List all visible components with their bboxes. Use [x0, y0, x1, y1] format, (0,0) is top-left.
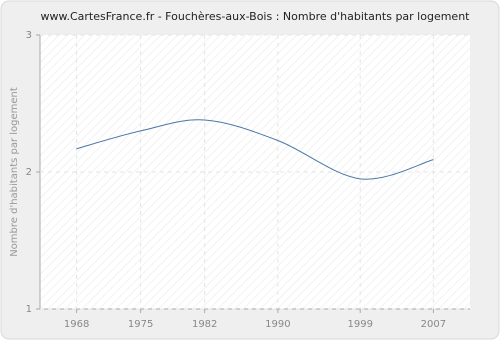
x-tick-label: 1975	[128, 319, 153, 330]
x-tick-label: 1990	[265, 319, 290, 330]
x-tick-label: 1982	[192, 319, 217, 330]
plot-area	[40, 35, 470, 309]
x-tick-label: 1999	[347, 319, 372, 330]
y-axis-label: Nombre d'habitants par logement	[9, 87, 20, 257]
y-tick-label: 2	[26, 167, 32, 178]
x-tick-label: 2007	[421, 319, 446, 330]
y-tick-label: 1	[26, 304, 32, 315]
data-line	[76, 119, 434, 180]
x-tick-label: 1968	[64, 319, 89, 330]
y-tick-label: 3	[26, 30, 32, 41]
chart-title: www.CartesFrance.fr - Fouchères-aux-Bois…	[41, 10, 471, 23]
